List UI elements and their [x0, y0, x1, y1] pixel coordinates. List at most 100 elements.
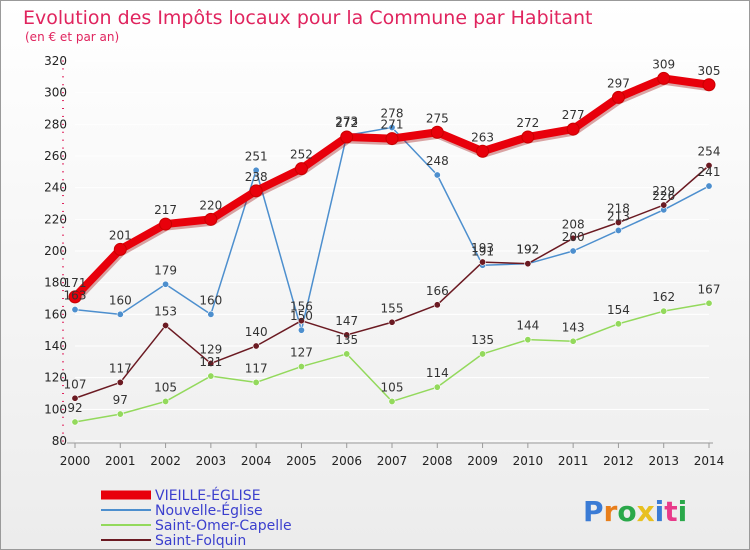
data-label: 272 — [516, 116, 539, 130]
data-point — [340, 130, 354, 144]
chart-subtitle: (en € et par an) — [25, 30, 119, 44]
data-point — [660, 201, 668, 209]
data-point — [116, 410, 124, 418]
x-tick-label: 2001 — [105, 454, 136, 468]
data-label: 217 — [154, 203, 177, 217]
data-point — [388, 397, 396, 405]
data-label: 121 — [199, 355, 222, 369]
data-label: 271 — [381, 118, 404, 132]
data-label: 117 — [245, 361, 268, 375]
data-label: 155 — [381, 301, 404, 315]
data-label: 305 — [698, 64, 721, 78]
data-point — [207, 372, 215, 380]
data-label: 160 — [199, 293, 222, 307]
x-tick-label: 2003 — [196, 454, 227, 468]
data-label: 213 — [607, 209, 630, 223]
data-point — [705, 299, 713, 307]
data-label: 220 — [199, 198, 222, 212]
legend-label: Saint-Omer-Capelle — [155, 518, 292, 534]
data-point — [343, 350, 351, 358]
data-point — [162, 397, 170, 405]
data-point — [207, 310, 215, 318]
data-label: 143 — [562, 320, 585, 334]
data-label: 277 — [562, 108, 585, 122]
data-point — [252, 378, 260, 386]
data-label: 263 — [471, 130, 494, 144]
y-tick-label: 80 — [52, 434, 67, 448]
data-point — [614, 320, 622, 328]
logo-letter: o — [617, 495, 636, 528]
data-label: 309 — [652, 57, 675, 71]
data-label: 251 — [245, 149, 268, 163]
legend-label: Nouvelle-Église — [155, 502, 263, 519]
x-tick-label: 2014 — [694, 454, 725, 468]
data-point — [611, 90, 625, 104]
y-tick-label: 220 — [44, 212, 67, 226]
data-point — [614, 226, 622, 234]
data-label: 147 — [335, 314, 358, 328]
data-label: 166 — [426, 284, 449, 298]
data-point — [116, 378, 124, 386]
data-label: 154 — [607, 303, 630, 317]
data-label: 105 — [381, 380, 404, 394]
data-point — [569, 234, 577, 242]
data-label: 171 — [64, 276, 87, 290]
data-label: 218 — [607, 202, 630, 216]
data-label: 229 — [652, 184, 675, 198]
data-label: 192 — [516, 243, 539, 257]
x-tick-label: 2008 — [422, 454, 453, 468]
data-label: 254 — [698, 145, 721, 159]
data-label: 107 — [64, 377, 87, 391]
y-tick-label: 140 — [44, 339, 67, 353]
data-point — [705, 182, 713, 190]
y-tick-label: 240 — [44, 181, 67, 195]
data-label: 179 — [154, 263, 177, 277]
logo-letter: x — [637, 495, 655, 528]
data-point — [159, 217, 173, 231]
x-tick-label: 2007 — [377, 454, 408, 468]
data-point — [297, 326, 305, 334]
data-label: 92 — [67, 401, 82, 415]
data-point — [524, 260, 532, 268]
data-label: 153 — [154, 304, 177, 318]
series-lines — [68, 71, 716, 426]
data-label: 114 — [426, 366, 449, 380]
data-point — [162, 321, 170, 329]
data-point — [476, 144, 490, 158]
data-point — [524, 336, 532, 344]
y-tick-label: 260 — [44, 149, 67, 163]
x-tick-label: 2000 — [60, 454, 91, 468]
data-point — [252, 166, 260, 174]
data-label: 226 — [652, 189, 675, 203]
data-label: 201 — [109, 228, 132, 242]
data-label: 297 — [607, 76, 630, 90]
data-point — [614, 219, 622, 227]
data-point — [68, 290, 82, 304]
data-point — [207, 359, 215, 367]
series-line-3 — [74, 164, 710, 399]
y-tick-label: 320 — [44, 54, 67, 68]
data-label: 150 — [290, 309, 313, 323]
data-point — [705, 162, 713, 170]
data-label: 117 — [109, 361, 132, 375]
data-label: 278 — [381, 107, 404, 121]
data-label: 144 — [516, 319, 539, 333]
logo-letter: i — [655, 495, 665, 528]
y-tick-label: 100 — [44, 402, 67, 416]
data-point — [249, 184, 263, 198]
data-label: 163 — [64, 289, 87, 303]
data-label: 140 — [245, 325, 268, 339]
data-label: 135 — [471, 333, 494, 347]
x-tick-label: 2002 — [150, 454, 181, 468]
data-label: 160 — [109, 293, 132, 307]
data-label: 192 — [516, 243, 539, 257]
data-point — [71, 394, 79, 402]
data-point — [569, 337, 577, 345]
x-tick-label: 2010 — [513, 454, 544, 468]
data-point — [297, 363, 305, 371]
data-point — [521, 130, 535, 144]
data-label: 273 — [335, 114, 358, 128]
legend-label: Saint-Folquin — [155, 533, 246, 549]
x-tick-label: 2013 — [648, 454, 679, 468]
